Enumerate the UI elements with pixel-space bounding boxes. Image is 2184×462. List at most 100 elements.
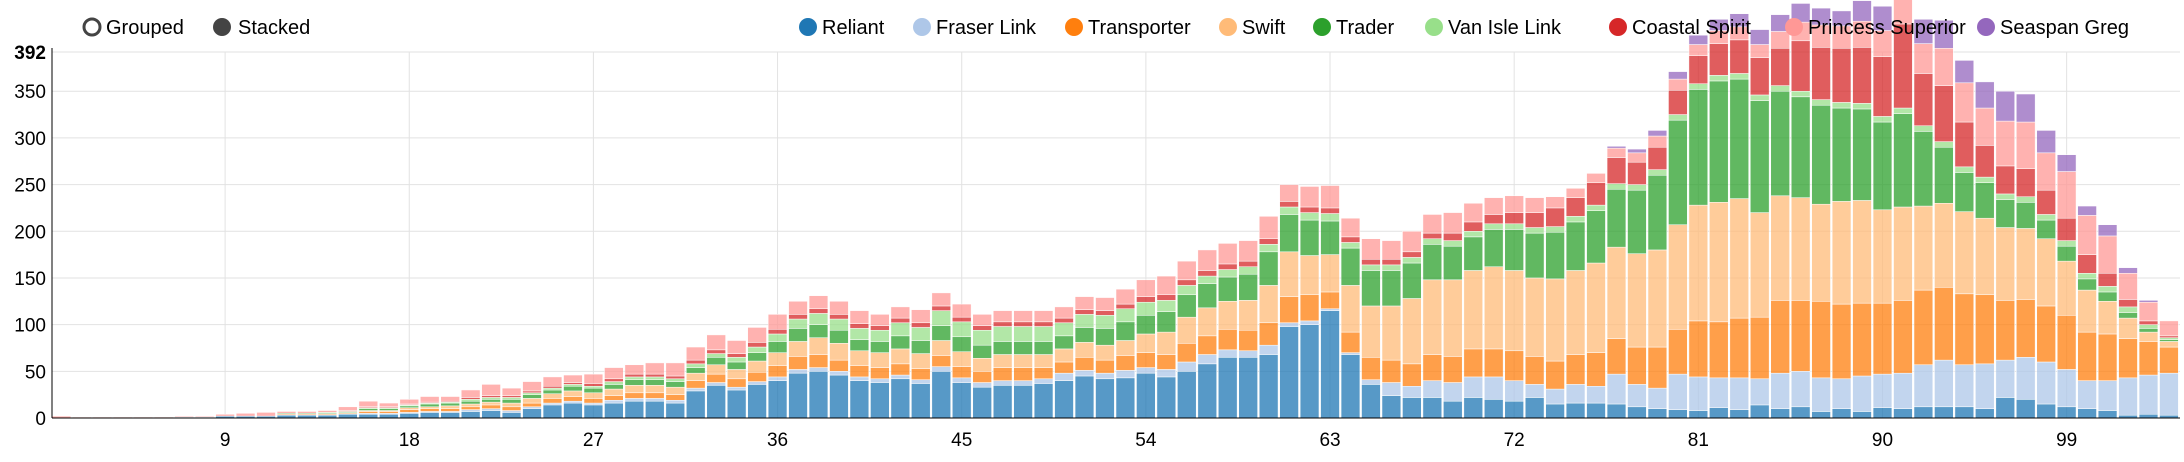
legend-label[interactable]: Fraser Link: [936, 17, 1037, 39]
legend-label[interactable]: Trader: [1336, 17, 1395, 39]
bar-segment: [1586, 210, 1606, 264]
bar-segment: [1872, 121, 1893, 211]
bar-segment: [1074, 342, 1095, 358]
bar-segment: [358, 414, 378, 419]
legend-item[interactable]: Reliant: [799, 17, 885, 39]
bar-segment: [276, 411, 297, 414]
bar-segment: [338, 414, 358, 419]
bar-segment: [1258, 238, 1279, 245]
legend-label[interactable]: Coastal Spirit: [1632, 17, 1751, 39]
bar-segment: [1954, 60, 1974, 84]
legend-swatch[interactable]: [1313, 18, 1331, 36]
bar-segment: [1381, 264, 1402, 271]
bar-segment: [1402, 262, 1422, 299]
bar-segment: [2118, 267, 2138, 274]
legend-label[interactable]: Transporter: [1088, 17, 1191, 39]
bar-segment: [1115, 321, 1136, 341]
bar-segment: [1115, 355, 1136, 371]
bar-segment: [1668, 329, 1688, 375]
legend-item[interactable]: Princess Superior: [1785, 17, 1966, 39]
bar-segment: [1013, 341, 1033, 355]
controls: Grouped Stacked: [82, 17, 310, 39]
bar-segment: [890, 374, 910, 380]
bar-segment: [788, 341, 808, 357]
legend-item[interactable]: Fraser Link: [913, 17, 1037, 39]
legend-label[interactable]: Van Isle Link: [1448, 17, 1562, 39]
bar-segment: [1586, 402, 1606, 419]
legend-swatch[interactable]: [1785, 18, 1803, 36]
bar-segment: [665, 394, 685, 401]
bar-segment: [2159, 335, 2179, 338]
bar-segment: [1606, 403, 1627, 419]
bar-segment: [952, 303, 972, 318]
bar-segment: [1954, 166, 1974, 173]
bar-segment: [1422, 244, 1442, 281]
bar-segment: [522, 402, 542, 408]
bar-segment: [1811, 301, 1831, 379]
bar-segment: [1463, 221, 1483, 232]
legend-label[interactable]: Seaspan Greg: [2000, 17, 2129, 39]
bar-segment: [890, 322, 910, 337]
bar-segment: [686, 346, 706, 361]
bar-segment: [358, 411, 378, 414]
legend-swatch[interactable]: [1977, 18, 1995, 36]
bar-segment: [1197, 283, 1217, 309]
bar-segment: [808, 354, 829, 368]
legend-item[interactable]: Van Isle Link: [1425, 17, 1562, 39]
legend-swatch[interactable]: [1065, 18, 1083, 36]
legend-swatch[interactable]: [913, 18, 931, 36]
stacked-radio-icon[interactable]: [213, 18, 231, 36]
bar-segment: [952, 377, 972, 383]
bar-segment: [542, 387, 563, 391]
bar-segment: [1156, 294, 1176, 301]
bar-segment: [706, 373, 726, 383]
bar-segment: [1361, 270, 1381, 307]
bar-segment: [1238, 260, 1258, 267]
legend-swatch[interactable]: [1609, 18, 1627, 36]
bar-segment: [1258, 344, 1279, 355]
bar-segment: [1443, 400, 1463, 419]
bar-segment: [1729, 73, 1749, 80]
legend-item[interactable]: Coastal Spirit: [1609, 17, 1751, 39]
bar-segment: [501, 399, 522, 404]
legend-item[interactable]: Swift: [1219, 17, 1286, 39]
bar-segment: [501, 395, 522, 398]
legend-item[interactable]: Transporter: [1065, 17, 1191, 39]
bar-segment: [2138, 374, 2159, 415]
bar-segment: [1095, 359, 1115, 374]
bar-segment: [1647, 169, 1668, 176]
bar-segment: [563, 384, 583, 387]
bar-segment: [1545, 360, 1565, 390]
legend-swatch[interactable]: [1219, 18, 1237, 36]
legend-label[interactable]: Swift: [1242, 17, 1286, 39]
legend-label[interactable]: Princess Superior: [1808, 17, 1966, 39]
legend-item[interactable]: Seaspan Greg: [1977, 17, 2129, 39]
bar-segment: [604, 402, 624, 419]
bar-segment: [1586, 204, 1606, 211]
bar-segment: [1238, 273, 1258, 301]
stacked-label[interactable]: Stacked: [238, 17, 310, 39]
grouped-label[interactable]: Grouped: [106, 17, 184, 39]
grouped-radio[interactable]: Grouped: [82, 17, 184, 39]
bar-segment: [2016, 399, 2036, 419]
bar-segment: [992, 341, 1013, 355]
bar-segment: [460, 400, 481, 405]
bar-segment: [1934, 48, 1954, 86]
bar-segment: [1504, 350, 1524, 381]
bar-segment: [174, 415, 194, 418]
bar-segment: [1156, 331, 1176, 355]
bar-segment: [1934, 287, 1954, 361]
legend-label[interactable]: Reliant: [822, 17, 885, 39]
bar-segment: [1033, 326, 1054, 342]
legend-swatch[interactable]: [1425, 18, 1443, 36]
bar-segment: [1095, 315, 1115, 329]
bar-segment: [440, 402, 460, 407]
legend-swatch[interactable]: [799, 18, 817, 36]
bar-segment: [1668, 71, 1688, 80]
grouped-radio-icon[interactable]: [82, 17, 102, 37]
bar-segment: [2016, 196, 2036, 203]
legend-item[interactable]: Trader: [1313, 17, 1395, 39]
bar-segment: [1688, 44, 1708, 56]
stacked-radio[interactable]: Stacked: [213, 17, 310, 39]
bar-segment: [931, 310, 951, 326]
